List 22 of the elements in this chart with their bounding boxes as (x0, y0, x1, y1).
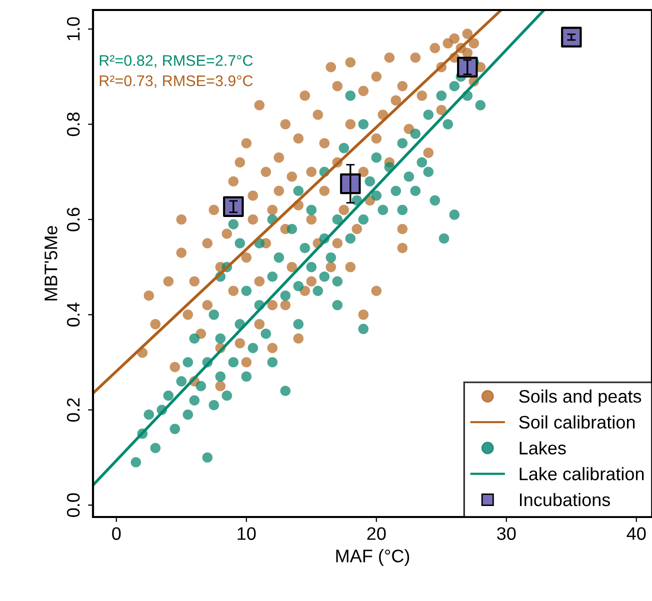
legend-label: Lake calibration (520, 467, 644, 480)
y-tick-label: 0.6 (66, 208, 80, 232)
legend-label: Lakes (520, 441, 566, 454)
x-axis-title: MAF (°C) (336, 549, 410, 566)
y-axis-title: MBT'5Me (44, 226, 58, 300)
legend-label: Soil calibration (519, 415, 635, 429)
point (340, 173, 361, 194)
annotation: R²=0.82, RMSE=2.7°C (100, 55, 253, 68)
x-tick-label: 20 (367, 527, 386, 540)
legend-label: Soils and peats (519, 390, 642, 406)
y-tick-label: 0.2 (66, 398, 80, 422)
x-tick-label: 40 (626, 527, 646, 540)
y-tick-label: 0.0 (66, 493, 80, 517)
point (561, 26, 582, 48)
x-tick-label: 30 (497, 527, 516, 540)
legend-label: Incubations (520, 492, 610, 506)
y-tick-label: 1.0 (66, 17, 80, 40)
x-tick-label: 10 (238, 527, 256, 540)
x-tick-label: 0 (112, 527, 121, 540)
annotation: R²=0.73, RMSE=3.9°C (100, 75, 253, 88)
y-tick-label: 0.4 (66, 302, 80, 327)
y-tick-label: 0.8 (66, 112, 80, 136)
